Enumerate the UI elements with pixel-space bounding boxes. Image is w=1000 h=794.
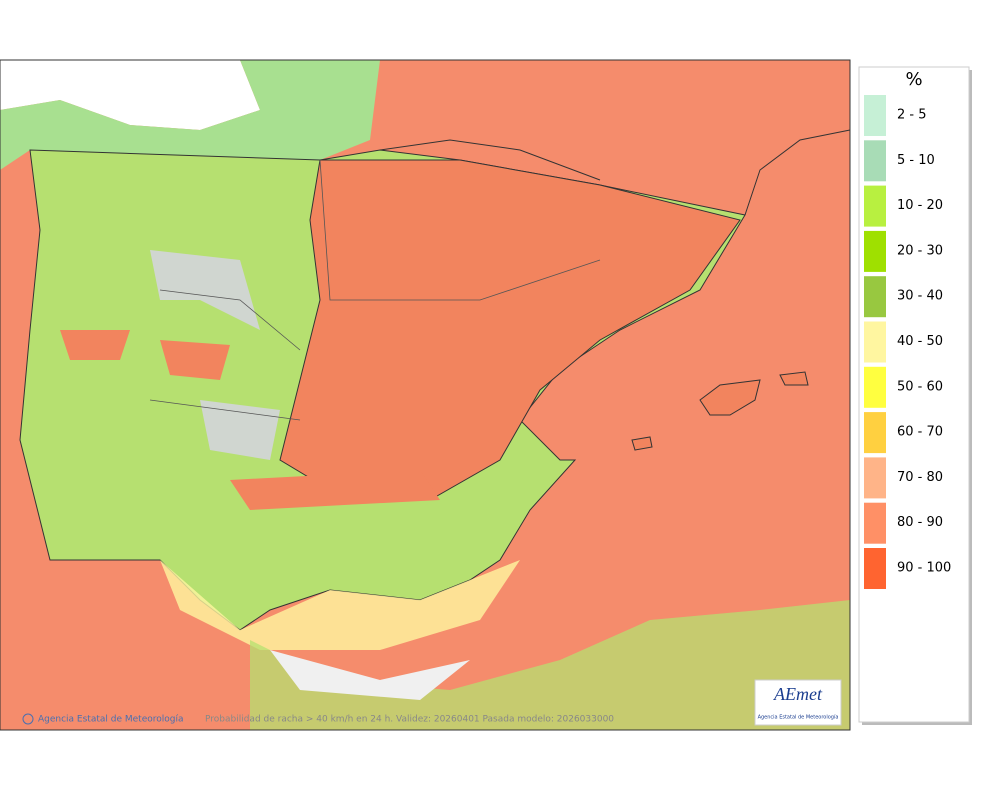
logo-subtitle: Agencia Estatal de Meteorología — [758, 714, 839, 721]
legend-swatch — [864, 502, 886, 544]
legend-label: 10 - 20 — [897, 198, 943, 213]
caption: Probabilidad de racha > 40 km/h en 24 h.… — [205, 715, 614, 725]
map-frame — [0, 59, 851, 731]
legend-label: 80 - 90 — [897, 515, 943, 530]
no-data-area — [0, 60, 260, 130]
coastline — [379, 129, 851, 216]
balearic-islands — [631, 371, 809, 451]
low-prob-patch — [150, 250, 280, 460]
legend-swatch — [864, 412, 886, 454]
legend-label: 40 - 50 — [897, 334, 943, 349]
legend-swatch — [864, 548, 886, 589]
legend-swatch — [864, 276, 886, 318]
sea-low-prob — [0, 60, 380, 170]
legend-label: 5 - 10 — [897, 153, 935, 168]
legend: % 2 - 5 5 - 10 10 - 20 20 - 30 30 - 40 40 - 5… — [858, 66, 972, 725]
legend-label: 70 - 80 — [897, 470, 943, 485]
borders — [149, 159, 601, 421]
credit: Agencia Estatal de Meteorología — [38, 715, 184, 725]
legend-label: 20 - 30 — [897, 243, 943, 258]
legend-swatch — [864, 230, 886, 272]
legend-title: % — [905, 69, 922, 90]
no-data-area — [270, 650, 470, 700]
legend-label: 2 - 5 — [897, 108, 927, 123]
legend-swatch — [864, 95, 886, 136]
legend-label: 30 - 40 — [897, 289, 943, 304]
legend-swatch — [864, 457, 886, 499]
high-prob-area — [279, 159, 741, 501]
legend-label: 50 - 60 — [897, 379, 943, 394]
coastal-band — [160, 560, 520, 650]
legend-swatch — [864, 366, 886, 408]
legend-label: 90 - 100 — [897, 561, 951, 576]
legend-swatch — [864, 140, 886, 182]
high-prob-patch — [60, 330, 440, 510]
legend-label: 60 - 70 — [897, 425, 943, 440]
legend-swatch — [864, 321, 886, 363]
credit-icon — [22, 713, 34, 725]
map: Agencia Estatal de Meteorología Probabil… — [0, 59, 851, 731]
logo-name: AEmet — [773, 684, 823, 704]
logo — [754, 679, 842, 726]
legend-swatch — [864, 185, 886, 227]
